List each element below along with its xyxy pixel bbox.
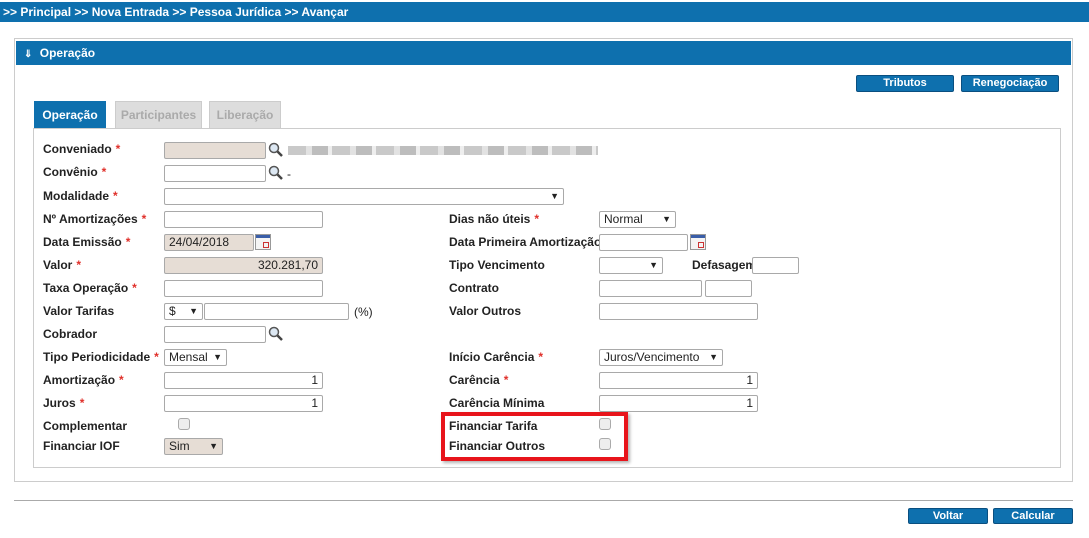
inicio-carencia-select[interactable]: Juros/Vencimento ▼: [599, 349, 723, 366]
valor-tarifas-label: Valor Tarifas: [43, 304, 115, 318]
carencia-label: Carência *: [449, 373, 509, 387]
inicio-carencia-label: Início Carência *: [449, 350, 544, 364]
calendar-icon[interactable]: [255, 234, 271, 250]
search-icon[interactable]: [268, 165, 284, 181]
data-primeira-amortizacao-input[interactable]: [599, 234, 688, 251]
financiar-iof-select[interactable]: Sim ▼: [164, 438, 223, 455]
data-primeira-amortizacao-label: Data Primeira Amortização*: [449, 235, 608, 249]
financiar-tarifa-checkbox[interactable]: [599, 418, 611, 430]
dias-nao-uteis-label: Dias não úteis *: [449, 212, 540, 226]
modalidade-select[interactable]: ▼: [164, 188, 564, 205]
tab-liberacao[interactable]: Liberação: [209, 101, 281, 129]
tipo-periodicidade-label: Tipo Periodicidade *: [43, 350, 159, 364]
convenio-suffix: -: [287, 167, 291, 181]
valor-outros-label: Valor Outros: [449, 304, 522, 318]
valor-outros-input[interactable]: [599, 303, 758, 320]
carencia-minima-label: Carência Mínima: [449, 396, 545, 410]
calendar-icon[interactable]: [690, 234, 706, 250]
double-chevron-down-icon: ⇓: [24, 49, 33, 60]
dropdown-arrow-icon: ▼: [209, 441, 218, 451]
panel-title: Operação: [39, 46, 96, 60]
conveniado-name-redacted: [288, 146, 598, 155]
financiar-iof-label: Financiar IOF: [43, 439, 120, 453]
contrato-input[interactable]: [599, 280, 702, 297]
footer-divider: [14, 500, 1073, 501]
calcular-button[interactable]: Calcular: [993, 508, 1073, 524]
carencia-input[interactable]: 1: [599, 372, 758, 389]
valor-input[interactable]: 320.281,70: [164, 257, 323, 274]
tipo-vencimento-select[interactable]: ▼: [599, 257, 663, 274]
n-amortizacoes-label: Nº Amortizações *: [43, 212, 147, 226]
renegociacao-button[interactable]: Renegociação: [961, 75, 1059, 92]
financiar-outros-label: Financiar Outros: [449, 439, 546, 453]
search-icon[interactable]: [268, 142, 284, 158]
juros-input[interactable]: 1: [164, 395, 323, 412]
dropdown-arrow-icon: ▼: [213, 352, 222, 362]
dropdown-arrow-icon: ▼: [662, 214, 671, 224]
breadcrumb: >> Principal >> Nova Entrada >> Pessoa J…: [0, 2, 1089, 22]
amortizacao-input[interactable]: 1: [164, 372, 323, 389]
financiar-outros-checkbox[interactable]: [599, 438, 611, 450]
cobrador-input[interactable]: [164, 326, 266, 343]
dropdown-arrow-icon: ▼: [189, 306, 198, 316]
taxa-operacao-input[interactable]: [164, 280, 323, 297]
tipo-vencimento-label: Tipo Vencimento: [449, 258, 545, 272]
taxa-operacao-label: Taxa Operação *: [43, 281, 137, 295]
form-container: [33, 128, 1061, 468]
defasagem-input[interactable]: [752, 257, 799, 274]
contrato-input-2[interactable]: [705, 280, 752, 297]
tab-operacao[interactable]: Operação: [34, 101, 106, 129]
dropdown-arrow-icon: ▼: [709, 352, 718, 362]
tipo-periodicidade-select[interactable]: Mensal ▼: [164, 349, 227, 366]
valor-tarifas-suffix: (%): [354, 305, 373, 319]
carencia-minima-input[interactable]: 1: [599, 395, 758, 412]
modalidade-label: Modalidade *: [43, 189, 118, 203]
operation-panel: [14, 38, 1073, 482]
data-emissao-label: Data Emissão *: [43, 235, 131, 249]
tributos-button[interactable]: Tributos: [856, 75, 954, 92]
panel-header[interactable]: ⇓ Operação: [16, 41, 1071, 65]
conveniado-input[interactable]: [164, 142, 266, 159]
juros-label: Juros *: [43, 396, 85, 410]
defasagem-label: Defasagem: [692, 258, 757, 272]
complementar-label: Complementar: [43, 419, 128, 433]
convenio-input[interactable]: [164, 165, 266, 182]
convenio-label: Convênio *: [43, 165, 107, 179]
valor-label: Valor *: [43, 258, 82, 272]
tab-participantes[interactable]: Participantes: [115, 101, 202, 129]
n-amortizacoes-input[interactable]: [164, 211, 323, 228]
contrato-label: Contrato: [449, 281, 499, 295]
complementar-checkbox[interactable]: [178, 418, 190, 430]
search-icon[interactable]: [268, 326, 284, 342]
dropdown-arrow-icon: ▼: [649, 260, 658, 270]
amortizacao-label: Amortização *: [43, 373, 124, 387]
conveniado-label: Conveniado *: [43, 142, 121, 156]
highlight-box: [441, 412, 628, 461]
dias-nao-uteis-select[interactable]: Normal ▼: [599, 211, 676, 228]
voltar-button[interactable]: Voltar: [908, 508, 988, 524]
valor-tarifas-currency-select[interactable]: $ ▼: [164, 303, 203, 320]
financiar-tarifa-label: Financiar Tarifa: [449, 419, 538, 433]
data-emissao-input[interactable]: 24/04/2018: [164, 234, 254, 251]
dropdown-arrow-icon: ▼: [550, 191, 559, 201]
cobrador-label: Cobrador: [43, 327, 97, 341]
valor-tarifas-input[interactable]: [204, 303, 349, 320]
